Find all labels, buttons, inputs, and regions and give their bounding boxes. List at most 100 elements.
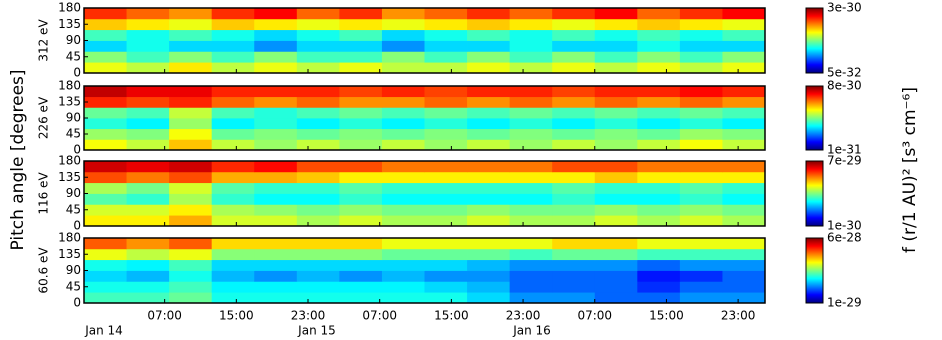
heatmap-cell	[296, 18, 340, 31]
heatmap-cell	[722, 86, 766, 98]
heatmap-cell	[339, 215, 383, 227]
heatmap-cell	[467, 161, 511, 173]
y-tick-label: 45	[66, 279, 81, 293]
heatmap-cell	[679, 204, 723, 216]
heatmap-cell	[126, 270, 170, 282]
heatmap-cell	[381, 259, 425, 271]
heatmap-cell	[84, 281, 127, 293]
heatmap-cell	[679, 18, 723, 31]
heatmap-cell	[339, 62, 383, 74]
heatmap-cell	[169, 139, 213, 151]
colorbar-tick-label: 6e-28	[827, 231, 862, 245]
heatmap-cell	[679, 107, 723, 119]
heatmap-cell	[509, 238, 553, 250]
heatmap-cell	[211, 40, 255, 52]
heatmap-cell	[169, 96, 213, 108]
heatmap-cell	[467, 215, 511, 227]
heatmap-cell	[126, 51, 170, 63]
heatmap-cell	[126, 193, 170, 205]
heatmap-cell	[254, 139, 298, 151]
heatmap-cell	[126, 292, 170, 304]
heatmap-cell	[424, 40, 468, 52]
heatmap-cell	[637, 248, 681, 261]
heatmap-cell	[84, 238, 127, 250]
heatmap-cell	[722, 139, 766, 151]
heatmap-cell	[552, 29, 596, 41]
heatmap-cell	[509, 62, 553, 74]
heatmap-cell	[211, 62, 255, 74]
heatmap-cell	[509, 8, 553, 20]
panel-label: 226 eV	[37, 96, 51, 139]
heatmap-cell	[679, 292, 723, 304]
heatmap-cell	[424, 29, 468, 41]
heatmap-cell	[467, 259, 511, 271]
heatmap-cell	[679, 40, 723, 52]
heatmap-cell	[211, 139, 255, 151]
heatmap-cell	[296, 96, 340, 108]
heatmap-cell	[211, 270, 255, 282]
heatmap-cell	[296, 259, 340, 271]
heatmap-cell	[84, 86, 127, 98]
heatmap-cell	[254, 248, 298, 261]
heatmap-cell	[296, 62, 340, 74]
heatmap-cell	[424, 248, 468, 261]
heatmap-cell	[254, 107, 298, 119]
y-tick-label: 180	[58, 231, 81, 245]
heatmap-cell	[169, 8, 213, 20]
heatmap-cell	[679, 215, 723, 227]
heatmap-cell	[339, 107, 383, 119]
heatmap-cell	[381, 18, 425, 31]
heatmap-cell	[552, 171, 596, 184]
x-tick-label: 23:00	[291, 309, 326, 323]
heatmap-cell	[126, 161, 170, 173]
heatmap-cell	[254, 128, 298, 140]
heatmap-cell	[84, 171, 127, 184]
heatmap-cell	[467, 139, 511, 151]
heatmap-cell	[594, 29, 638, 41]
heatmap-cell	[722, 161, 766, 173]
heatmap-cell	[552, 270, 596, 282]
y-tick-label: 135	[58, 170, 81, 184]
heatmap-cell	[679, 128, 723, 140]
y-tick-label: 90	[66, 186, 81, 200]
heatmap-cell	[339, 182, 383, 194]
colorbar	[805, 160, 824, 227]
heatmap-cell	[424, 292, 468, 304]
heatmap-cell	[296, 281, 340, 293]
heatmap-cell	[169, 86, 213, 98]
heatmap-cell	[126, 281, 170, 293]
heatmap-cell	[126, 86, 170, 98]
x-tick-label: 07:00	[577, 309, 612, 323]
heatmap-cell	[509, 86, 553, 98]
heatmap-cell	[169, 204, 213, 216]
heatmap-cell	[296, 139, 340, 151]
heatmap-cell	[552, 51, 596, 63]
heatmap-cell	[381, 171, 425, 184]
y-tick-label: 90	[66, 33, 81, 47]
heatmap-cell	[424, 270, 468, 282]
x-tick-label: 07:00	[147, 309, 182, 323]
heatmap-cell	[296, 128, 340, 140]
heatmap-cell	[594, 238, 638, 250]
heatmap-cell	[84, 29, 127, 41]
heatmap-cell	[594, 204, 638, 216]
heatmap-cell	[254, 118, 298, 130]
heatmap-cell	[509, 215, 553, 227]
heatmap-cell	[722, 259, 766, 271]
heatmap-cell	[211, 182, 255, 194]
heatmap-cell	[637, 18, 681, 31]
colorbar	[805, 237, 824, 304]
heatmap-cell	[467, 29, 511, 41]
y-tick-label: 135	[58, 17, 81, 31]
heatmap-cell	[169, 270, 213, 282]
y-tick-label: 0	[73, 66, 81, 80]
heatmap-cell	[126, 238, 170, 250]
heatmap-cell	[254, 8, 298, 20]
heatmap-cell	[339, 270, 383, 282]
colorbar-tick-label: 1e-30	[827, 219, 862, 233]
heatmap-cell	[339, 86, 383, 98]
heatmap-cell	[126, 248, 170, 261]
heatmap-cell	[722, 248, 766, 261]
heatmap-cell	[467, 238, 511, 250]
